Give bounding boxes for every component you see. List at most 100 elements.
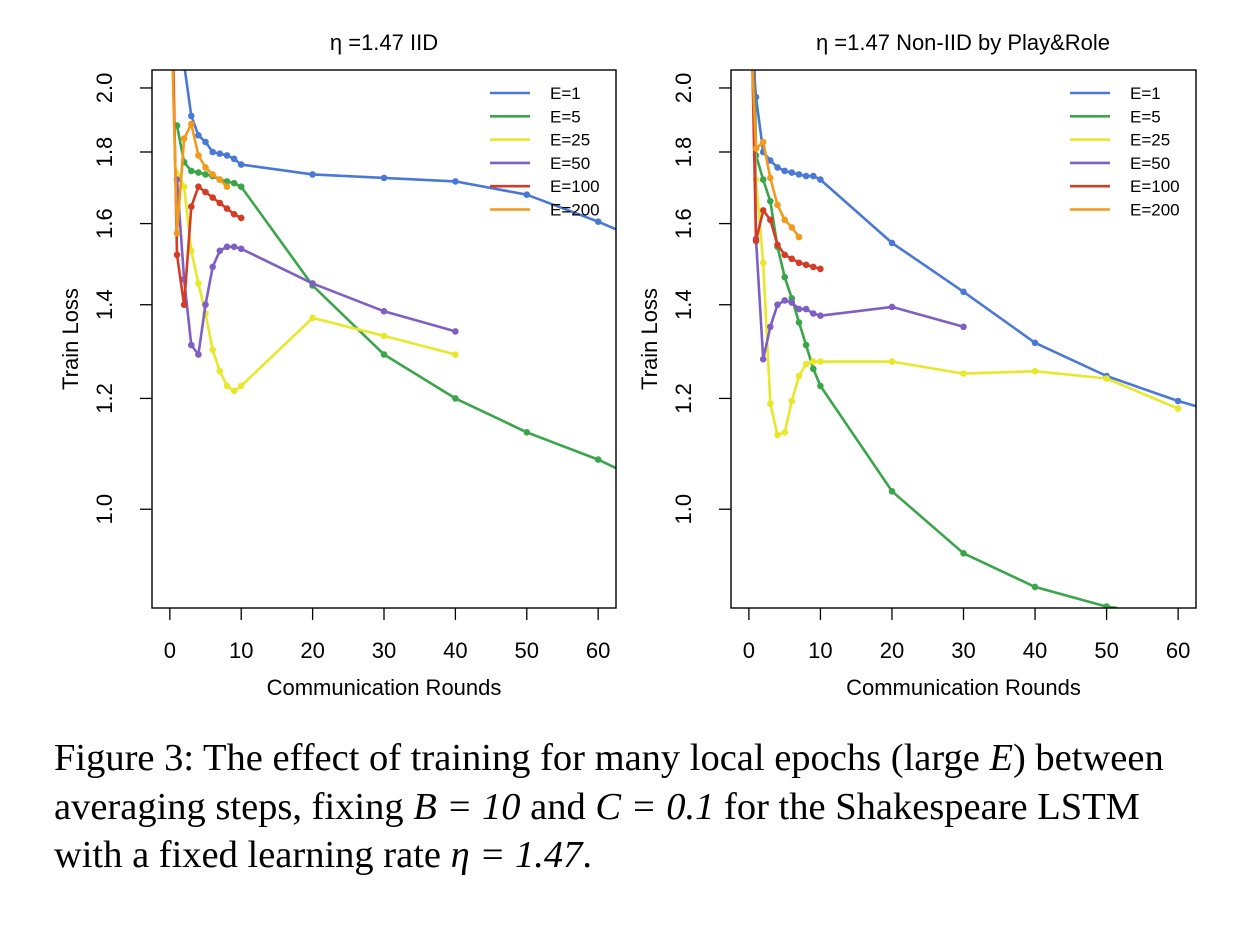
data-point: [802, 360, 810, 368]
data-point: [1174, 405, 1182, 412]
data-point: [781, 251, 788, 259]
y-tick-label: 1.4: [671, 289, 696, 320]
data-point: [216, 150, 224, 157]
data-point: [237, 382, 245, 390]
caption-text-4: for the Shakespeare LSTM with a fixed le…: [54, 785, 1150, 877]
data-point: [523, 191, 531, 198]
legend-entry: E=50: [1130, 154, 1170, 173]
series-line-e-5: [753, 70, 1118, 608]
data-point: [795, 319, 803, 326]
data-point: [752, 145, 760, 152]
figure-charts: η =1.47 IID 0 10 20 30 40 50 60 Communication Ro…: [58, 30, 1197, 700]
y-tick-label: 2.0: [92, 73, 117, 104]
data-point: [810, 172, 817, 180]
data-point: [767, 400, 774, 407]
series-group: [171, 70, 616, 470]
chart-panel-2: η =1.47 Non-IID by Play&Role 0 10 20 30 40 50 6…: [637, 30, 1197, 700]
data-point: [452, 178, 459, 185]
data-point: [1031, 339, 1039, 347]
data-point: [180, 183, 188, 190]
data-point: [237, 183, 245, 190]
data-point: [1103, 375, 1110, 382]
data-point: [202, 188, 209, 196]
data-point: [767, 174, 774, 182]
data-point: [523, 429, 531, 436]
data-point: [188, 203, 195, 210]
legend-entry: E=50: [550, 154, 590, 173]
data-point: [237, 161, 245, 168]
data-point: [1174, 397, 1182, 405]
caption-label: Figure 3: The effect of training for man…: [54, 737, 990, 779]
data-point: [802, 305, 810, 313]
data-point: [209, 194, 216, 201]
data-point: [795, 171, 803, 178]
data-point: [781, 429, 788, 436]
data-point: [173, 251, 181, 259]
x-tick-label: 60: [586, 638, 610, 663]
x-tick-label: 20: [300, 638, 324, 663]
data-point: [188, 167, 195, 175]
data-point: [223, 183, 231, 190]
data-point: [802, 341, 810, 349]
data-point: [759, 207, 767, 214]
data-point: [209, 171, 216, 178]
data-point: [788, 397, 796, 405]
data-point: [888, 488, 896, 495]
data-point: [802, 172, 810, 180]
data-point: [230, 179, 238, 187]
data-point: [223, 152, 231, 159]
data-point: [795, 233, 803, 241]
data-point: [759, 355, 767, 363]
data-point: [810, 310, 817, 317]
caption-text-3: and: [520, 785, 596, 828]
x-tick-label: 10: [808, 638, 832, 663]
data-point: [223, 243, 231, 251]
legend-entry: E=200: [1130, 201, 1180, 220]
caption-eq-b: B = 10: [413, 785, 521, 828]
legend-entry: E=100: [550, 177, 600, 196]
legend-entry: E=1: [550, 84, 581, 103]
data-point: [781, 273, 788, 281]
data-point: [195, 351, 202, 358]
x-tick-label: 30: [372, 638, 396, 663]
data-point: [817, 358, 824, 365]
caption-eq-eta: η = 1.47: [450, 834, 583, 876]
y-tick-label: 1.4: [92, 289, 117, 320]
data-point: [767, 216, 774, 224]
data-point: [209, 263, 216, 271]
data-point: [188, 112, 195, 120]
caption-text-2: ) between averaging steps, fixing: [54, 737, 1174, 828]
data-point: [810, 263, 817, 271]
data-point: [188, 341, 195, 349]
data-point: [309, 314, 316, 322]
y-tick-label: 1.6: [671, 208, 696, 239]
data-point: [774, 301, 781, 309]
data-point: [788, 169, 796, 176]
data-point: [230, 210, 238, 218]
data-point: [195, 280, 202, 287]
x-tick-label: 30: [951, 638, 975, 663]
data-point: [888, 239, 896, 247]
x-tick-label: 20: [880, 638, 904, 663]
legend: E=1 E=5 E=25 E=50 E=100 E=200: [490, 84, 600, 220]
data-point: [774, 201, 781, 209]
y-axis-label: Train Loss: [637, 288, 662, 390]
data-point: [594, 456, 602, 463]
caption-var-e: E: [989, 737, 1013, 779]
data-point: [216, 176, 224, 183]
data-point: [594, 218, 602, 225]
data-point: [202, 301, 209, 309]
y-tick-label: 2.0: [671, 73, 696, 104]
data-point: [209, 148, 216, 156]
data-point: [795, 259, 803, 267]
data-point: [781, 297, 788, 304]
data-point: [209, 346, 216, 354]
y-tick-label: 1.8: [92, 137, 117, 168]
data-point: [380, 351, 388, 358]
data-point: [452, 351, 459, 358]
plot-frame: [730, 69, 1197, 609]
legend-entry: E=1: [1130, 84, 1161, 103]
chart-panel-1: η =1.47 IID 0 10 20 30 40 50 60 Communication Ro…: [58, 30, 617, 700]
x-tick-label: 10: [229, 638, 253, 663]
data-point: [223, 382, 231, 390]
